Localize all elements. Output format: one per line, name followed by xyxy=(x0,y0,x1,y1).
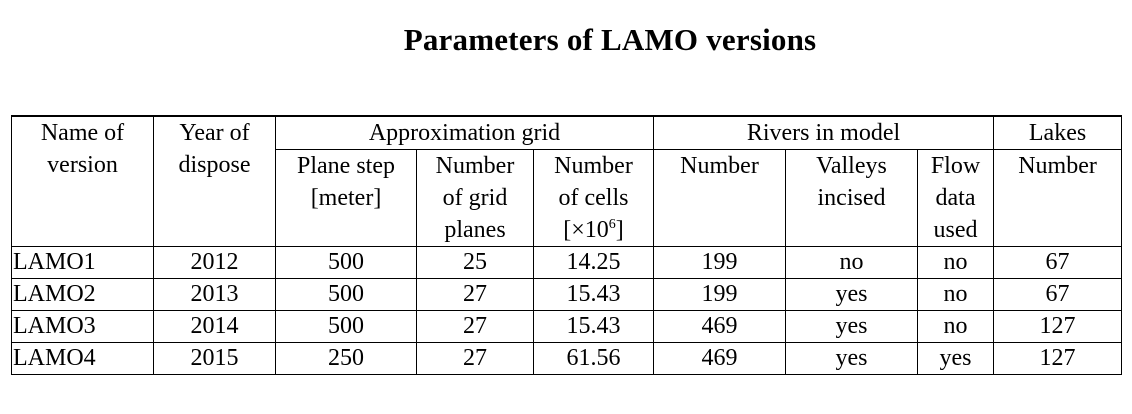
header-year-line2: dispose xyxy=(178,152,251,178)
header-grid-planes: Number of grid planes xyxy=(416,149,534,247)
header-cells-unit-open: [×10 xyxy=(563,217,609,243)
cell-lakes-number: 127 xyxy=(993,342,1123,375)
header-lakes: Lakes xyxy=(993,115,1123,150)
header-valleys-line1: Valleys xyxy=(816,153,887,179)
header-grid-planes-line2: of grid xyxy=(442,185,508,211)
header-plane-step-line1: Plane step xyxy=(297,153,395,179)
cell-year: 2012 xyxy=(153,246,276,279)
header-rivers-in-model: Rivers in model xyxy=(652,115,995,150)
header-name-of-version: Name of version xyxy=(11,115,154,247)
header-cells-unit-exp: 6 xyxy=(608,217,616,232)
table-row: LAMO2 2013 500 27 15.43 199 yes no 67 xyxy=(11,278,1123,311)
header-plane-step: Plane step [meter] xyxy=(275,149,417,247)
cell-version-name: LAMO2 xyxy=(11,278,154,311)
cell-valleys-incised: yes xyxy=(785,310,918,343)
cell-rivers-number: 469 xyxy=(653,342,786,375)
table-row: LAMO3 2014 500 27 15.43 469 yes no 127 xyxy=(11,310,1123,343)
header-grid-planes-line1: Number xyxy=(435,153,515,179)
header-grid-planes-line3: planes xyxy=(444,217,506,243)
cell-flow-data-used: no xyxy=(916,246,995,279)
cell-number-of-cells: 15.43 xyxy=(533,310,654,343)
header-rivers-number: Number xyxy=(653,149,786,247)
cell-valleys-incised: no xyxy=(785,246,918,279)
cell-number-of-cells: 61.56 xyxy=(533,342,654,375)
header-number-of-cells: Number of cells [×106] xyxy=(533,149,654,247)
cell-version-name: LAMO3 xyxy=(11,310,154,343)
cell-flow-data-used: no xyxy=(916,278,995,311)
cell-grid-planes: 25 xyxy=(416,246,534,279)
table-row: LAMO4 2015 250 27 61.56 469 yes yes 127 xyxy=(11,342,1123,375)
cell-year: 2014 xyxy=(153,310,276,343)
header-flow-data-used: Flow data used xyxy=(916,149,995,247)
header-row-sub: Plane step [meter] Number of grid planes… xyxy=(12,149,1123,247)
header-name-line2: version xyxy=(47,152,118,178)
cell-number-of-cells: 15.43 xyxy=(533,278,654,311)
cell-grid-planes: 27 xyxy=(416,278,534,311)
cell-version-name: LAMO4 xyxy=(11,342,154,375)
header-valleys-line2: incised xyxy=(817,185,886,211)
cell-valleys-incised: yes xyxy=(785,342,918,375)
cell-plane-step: 250 xyxy=(275,342,417,375)
cell-number-of-cells: 14.25 xyxy=(533,246,654,279)
header-cells-line1: Number xyxy=(554,153,633,179)
header-row-top: Name of version Year of dispose Approxim… xyxy=(11,115,1123,247)
header-approximation-grid: Approximation grid xyxy=(275,115,654,150)
cell-lakes-number: 127 xyxy=(993,310,1123,343)
header-valleys-incised: Valleys incised xyxy=(785,149,918,247)
cell-flow-data-used: no xyxy=(916,310,995,343)
cell-lakes-number: 67 xyxy=(993,278,1123,311)
cell-valleys-incised: yes xyxy=(785,278,918,311)
cell-plane-step: 500 xyxy=(275,278,417,311)
cell-year: 2015 xyxy=(153,342,276,375)
header-year-line1: Year of xyxy=(179,120,250,146)
header-cells-unit: [×106] xyxy=(536,214,651,246)
cell-lakes-number: 67 xyxy=(993,246,1123,279)
header-lakes-number: Number xyxy=(993,149,1123,247)
parameters-table: Name of version Year of dispose Approxim… xyxy=(11,115,1123,375)
header-cells-line2: of cells xyxy=(558,185,629,211)
page-title: Parameters of LAMO versions xyxy=(403,22,817,57)
cell-grid-planes: 27 xyxy=(416,310,534,343)
cell-year: 2013 xyxy=(153,278,276,311)
table-row: LAMO1 2012 500 25 14.25 199 no no 67 xyxy=(11,246,1123,279)
cell-rivers-number: 199 xyxy=(653,246,786,279)
header-name-line1: Name of xyxy=(40,120,125,146)
header-cells-unit-close: ] xyxy=(615,217,624,243)
header-flow-line3: used xyxy=(933,217,978,243)
header-flow-line1: Flow xyxy=(930,153,981,179)
header-flow-line2: data xyxy=(935,185,976,211)
cell-flow-data-used: yes xyxy=(916,342,995,375)
cell-rivers-number: 199 xyxy=(653,278,786,311)
cell-grid-planes: 27 xyxy=(416,342,534,375)
cell-rivers-number: 469 xyxy=(653,310,786,343)
cell-plane-step: 500 xyxy=(275,310,417,343)
cell-plane-step: 500 xyxy=(275,246,417,279)
header-plane-step-line2: [meter] xyxy=(310,185,382,211)
cell-version-name: LAMO1 xyxy=(11,246,154,279)
header-year-of-dispose: Year of dispose xyxy=(153,115,276,247)
